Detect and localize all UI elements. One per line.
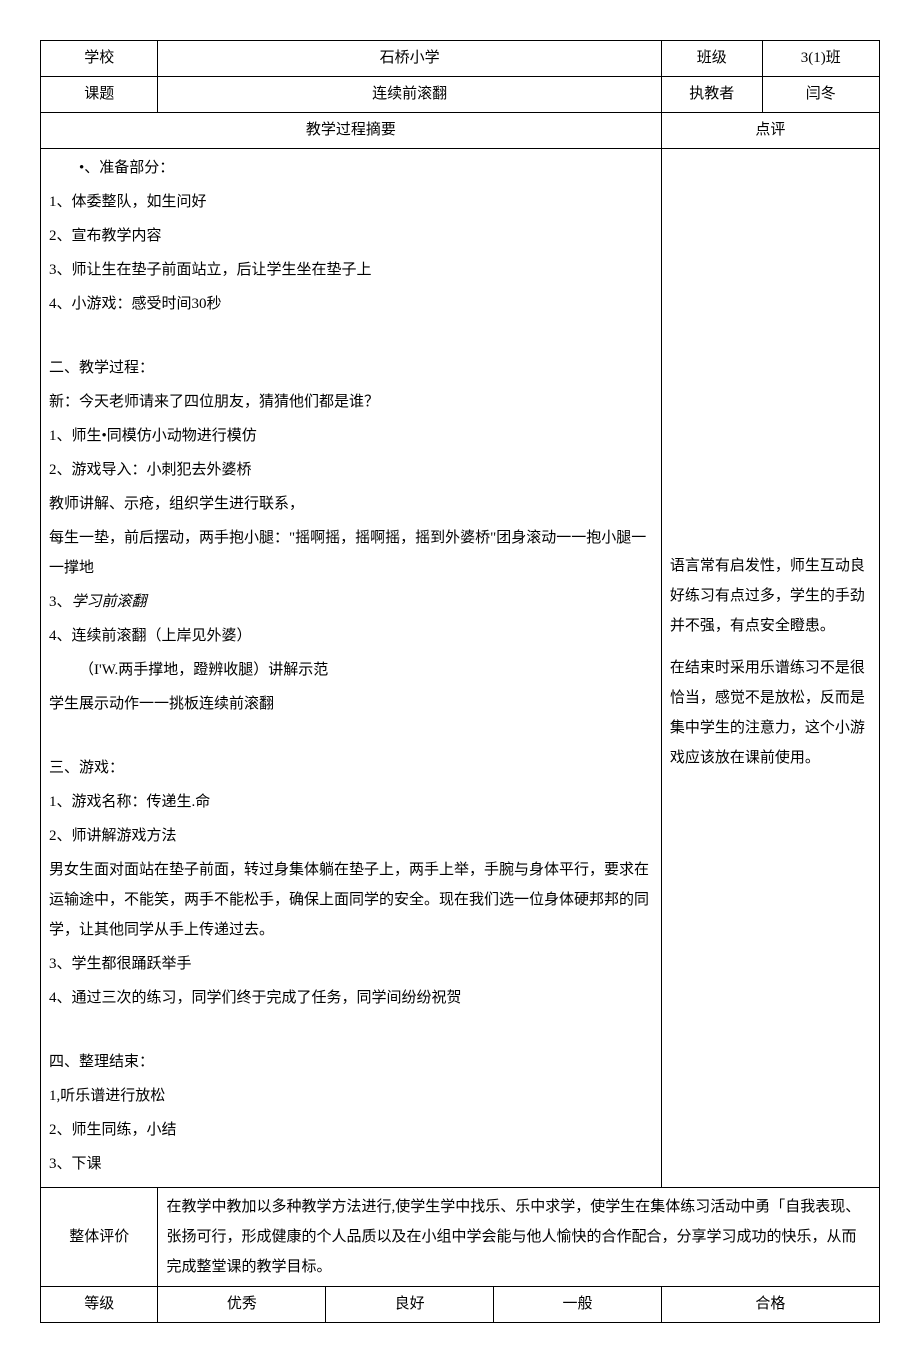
grade-option-3: 合格 <box>661 1287 879 1323</box>
part3-item-2: 男女生面对面站在垫子前面，转过身集体躺在垫子上，两手上举，手腕与身体平行，要求在… <box>49 855 653 945</box>
comment-para-2: 在结束时采用乐谱练习不是很恰当，感觉不是放松，反而是集中学生的注意力，这个小游戏… <box>670 653 871 773</box>
part2-item-1: 2、游戏导入：小刺犯去外婆桥 <box>49 455 653 485</box>
grade-label: 等级 <box>41 1287 158 1323</box>
part3-item-1: 2、师讲解游戏方法 <box>49 821 653 851</box>
lesson-evaluation-table: 学校 石桥小学 班级 3(1)班 课题 连续前滚翻 执教者 闫冬 教学过程摘要 … <box>40 40 880 1323</box>
part4-title: 四、整理结束： <box>49 1047 653 1077</box>
part2-item3-line: 3、学习前滚翻 <box>49 587 653 617</box>
part2-item4: 4、连续前滚翻（上岸见外婆） <box>49 621 653 651</box>
part4-item-1: 2、师生同练，小结 <box>49 1115 653 1145</box>
part1-item-1: 2、宣布教学内容 <box>49 221 653 251</box>
part3-item-0: 1、游戏名称：传递生.命 <box>49 787 653 817</box>
topic-label: 课题 <box>41 77 158 113</box>
process-content: •、准备部分： 1、体委整队，如生问好 2、宣布教学内容 3、师让生在垫子前面站… <box>41 149 662 1188</box>
part1-title: •、准备部分： <box>49 153 653 183</box>
comment-para-1: 语言常有启发性，师生互动良好练习有点过多，学生的手劲并不强，有点安全瞪患。 <box>670 551 871 641</box>
evaluation-label: 整体评价 <box>41 1188 158 1287</box>
class-value: 3(1)班 <box>762 41 879 77</box>
part4-item-0: 1,听乐谱进行放松 <box>49 1081 653 1111</box>
evaluation-content: 在教学中教加以多种教学方法进行,使学生学中找乐、乐中求学，使学生在集体练习活动中… <box>158 1188 880 1287</box>
part2-demo: 学生展示动作一一挑板连续前滚翻 <box>49 689 653 719</box>
evaluation-row: 整体评价 在教学中教加以多种教学方法进行,使学生学中找乐、乐中求学，使学生在集体… <box>41 1188 880 1287</box>
grade-option-0: 优秀 <box>158 1287 326 1323</box>
class-label: 班级 <box>661 41 762 77</box>
part2-item-0: 1、师生•同模仿小动物进行模仿 <box>49 421 653 451</box>
part2-title: 二、教学过程： <box>49 353 653 383</box>
part3-title: 三、游戏： <box>49 753 653 783</box>
part3-item-4: 4、通过三次的练习，同学们终于完成了任务，同学间纷纷祝贺 <box>49 983 653 1013</box>
comment-header: 点评 <box>661 113 879 149</box>
teacher-value: 闫冬 <box>762 77 879 113</box>
part2-item4-sub: （I'W.两手撑地，蹬辨收腿）讲解示范 <box>49 655 653 685</box>
part3-item-3: 3、学生都很踊跃举手 <box>49 949 653 979</box>
teacher-label: 执教者 <box>661 77 762 113</box>
header-row-2: 课题 连续前滚翻 执教者 闫冬 <box>41 77 880 113</box>
topic-value: 连续前滚翻 <box>158 77 661 113</box>
part2-item3-num: 3、 <box>49 594 72 610</box>
section-header-row: 教学过程摘要 点评 <box>41 113 880 149</box>
process-header: 教学过程摘要 <box>41 113 662 149</box>
grade-row: 等级 优秀 良好 一般 合格 <box>41 1287 880 1323</box>
grade-option-1: 良好 <box>326 1287 494 1323</box>
part4-item-2: 3、下课 <box>49 1149 653 1179</box>
school-label: 学校 <box>41 41 158 77</box>
part2-item-3: 每生一垫，前后摆动，两手抱小腿："摇啊摇，摇啊摇，摇到外婆桥"团身滚动一一抱小腿… <box>49 523 653 583</box>
part1-item-2: 3、师让生在垫子前面站立，后让学生坐在垫子上 <box>49 255 653 285</box>
part1-item-3: 4、小游戏：感受时间30秒 <box>49 289 653 319</box>
part2-intro: 新：今天老师请来了四位朋友，猜猜他们都是谁？ <box>49 387 653 417</box>
grade-option-2: 一般 <box>494 1287 662 1323</box>
part1-item-0: 1、体委整队，如生问好 <box>49 187 653 217</box>
header-row-1: 学校 石桥小学 班级 3(1)班 <box>41 41 880 77</box>
part2-item3-italic: 学习前滚翻 <box>72 594 147 610</box>
content-row: •、准备部分： 1、体委整队，如生问好 2、宣布教学内容 3、师让生在垫子前面站… <box>41 149 880 1188</box>
comment-content: 语言常有启发性，师生互动良好练习有点过多，学生的手劲并不强，有点安全瞪患。 在结… <box>661 149 879 1188</box>
part2-item-2: 教师讲解、示疮，组织学生进行联系， <box>49 489 653 519</box>
school-value: 石桥小学 <box>158 41 661 77</box>
